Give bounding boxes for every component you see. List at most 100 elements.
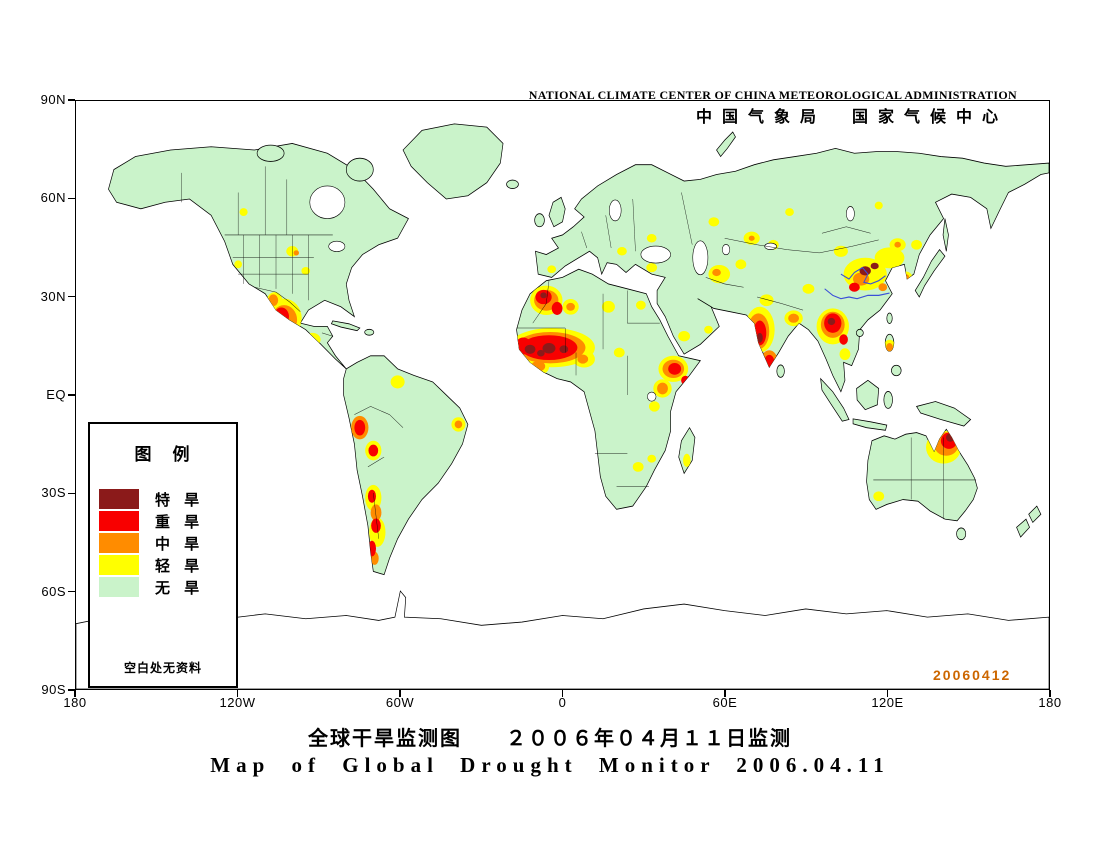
drought-spot-heavy bbox=[367, 489, 377, 503]
antarctica bbox=[76, 590, 1049, 689]
drought-spot-light bbox=[833, 245, 848, 257]
landmass bbox=[914, 249, 946, 298]
lat-tick bbox=[68, 394, 75, 396]
landmass bbox=[855, 328, 864, 337]
country-borders bbox=[181, 166, 977, 539]
drought-spot-light bbox=[646, 263, 658, 273]
lat-tick bbox=[68, 689, 75, 691]
lat-tick bbox=[68, 197, 75, 200]
drought-spot-extreme bbox=[537, 349, 545, 357]
drought-spot-light bbox=[874, 201, 883, 210]
drought-spot-mid bbox=[531, 361, 546, 372]
landmass bbox=[956, 527, 967, 541]
legend-swatch-none bbox=[99, 577, 139, 597]
drought-spot-heavy bbox=[839, 334, 848, 345]
drought-spot-light bbox=[874, 247, 905, 269]
landmass bbox=[1016, 518, 1030, 538]
lon-tick bbox=[886, 690, 889, 697]
landmass bbox=[330, 320, 361, 332]
drought-spot-mid bbox=[657, 382, 668, 395]
legend-swatch-extreme bbox=[99, 489, 139, 509]
drought-spot-extreme bbox=[827, 317, 836, 326]
drought-spot-light bbox=[234, 260, 242, 269]
lon-tick bbox=[724, 690, 726, 697]
drought-spot-heavy bbox=[284, 321, 298, 338]
drought-spot-extreme bbox=[559, 345, 569, 354]
lon-tick bbox=[399, 690, 401, 697]
landmass bbox=[866, 428, 978, 522]
lake bbox=[608, 199, 622, 222]
drought-spot-light bbox=[304, 332, 321, 346]
lat-tick bbox=[68, 99, 75, 101]
lake bbox=[721, 244, 731, 256]
legend: 图 例 特 旱重 旱中 旱轻 旱无 旱 空白处无资料 bbox=[88, 422, 238, 688]
legend-item-light: 轻 旱 bbox=[99, 554, 204, 576]
drought-spot-mid bbox=[293, 250, 299, 256]
world-map bbox=[76, 123, 1049, 689]
legend-label: 特 旱 bbox=[155, 491, 205, 509]
lon-tick bbox=[74, 690, 76, 697]
drought-spot-mid bbox=[566, 302, 575, 311]
lon-label-180: 180 bbox=[63, 695, 87, 710]
lon-label-0: 0 bbox=[558, 695, 567, 710]
drought-spot-light bbox=[647, 454, 657, 463]
drought-spot-light bbox=[613, 347, 625, 358]
drought-spot-light bbox=[646, 233, 657, 243]
drought-spot-mid bbox=[577, 354, 589, 364]
lat-label-90N: 90N bbox=[40, 92, 66, 107]
drought-spot-extreme bbox=[524, 344, 536, 354]
landmass bbox=[548, 196, 566, 228]
legend-item-heavy: 重 旱 bbox=[99, 510, 204, 532]
landmass bbox=[1028, 505, 1042, 524]
map-title-english: Map of Global Drought Monitor 2006.04.11 bbox=[210, 753, 890, 777]
datestamp: 20060412 bbox=[933, 667, 1012, 683]
legend-item-none: 无 旱 bbox=[99, 576, 204, 598]
drought-spot-light bbox=[648, 401, 660, 412]
drought-spot-light bbox=[301, 266, 311, 275]
landmass bbox=[716, 131, 736, 158]
drought-spot-mid bbox=[454, 420, 463, 429]
lat-tick bbox=[68, 492, 75, 495]
drought-spot-light bbox=[390, 375, 405, 389]
lat-label-30S: 30S bbox=[41, 485, 66, 501]
drought-spot-mid bbox=[878, 283, 888, 292]
drought-spot-light bbox=[911, 239, 922, 250]
legend-label: 重 旱 bbox=[155, 513, 205, 531]
landmass bbox=[343, 355, 469, 576]
map-title-chinese: 全球干旱监测图 ２００６年０４月１１日监测 bbox=[308, 728, 792, 750]
drought-spot-light bbox=[683, 453, 691, 467]
landmass bbox=[256, 144, 285, 162]
drought-spot-light bbox=[632, 461, 644, 472]
drought-spot-mid bbox=[894, 241, 901, 248]
drought-spot-light bbox=[704, 325, 713, 334]
drought-spot-mid bbox=[268, 294, 279, 307]
drought-spot-mid bbox=[902, 274, 910, 281]
landmass bbox=[852, 418, 888, 431]
lat-label-60N: 60N bbox=[40, 190, 66, 206]
lat-label-60S: 60S bbox=[41, 583, 66, 599]
lakes bbox=[309, 185, 855, 402]
landmass bbox=[776, 364, 785, 378]
landmass bbox=[886, 312, 893, 324]
drought-spot-light bbox=[759, 294, 774, 307]
landmass bbox=[506, 179, 519, 189]
drought-spot-heavy bbox=[367, 540, 377, 557]
drought-spot-extreme bbox=[756, 332, 763, 343]
legend-label: 轻 旱 bbox=[155, 557, 205, 575]
drought-spot-extreme bbox=[542, 343, 556, 354]
header-chinese: 中国气象局 国家气候中心 bbox=[695, 109, 1008, 126]
legend-item-extreme: 特 旱 bbox=[99, 488, 204, 510]
landmass bbox=[942, 218, 949, 252]
lake bbox=[328, 240, 346, 252]
lake bbox=[846, 206, 855, 222]
drought-spot-heavy bbox=[354, 419, 366, 436]
legend-note: 空白处无资料 bbox=[124, 661, 203, 675]
drought-spot-light bbox=[617, 247, 627, 256]
legend-swatch-heavy bbox=[99, 511, 139, 531]
drought-spot-light bbox=[601, 300, 615, 313]
legend-swatch-light bbox=[99, 555, 139, 575]
drought-spot-heavy bbox=[368, 444, 379, 457]
lake bbox=[309, 185, 346, 219]
lon-label-120W: 120W bbox=[219, 695, 256, 710]
